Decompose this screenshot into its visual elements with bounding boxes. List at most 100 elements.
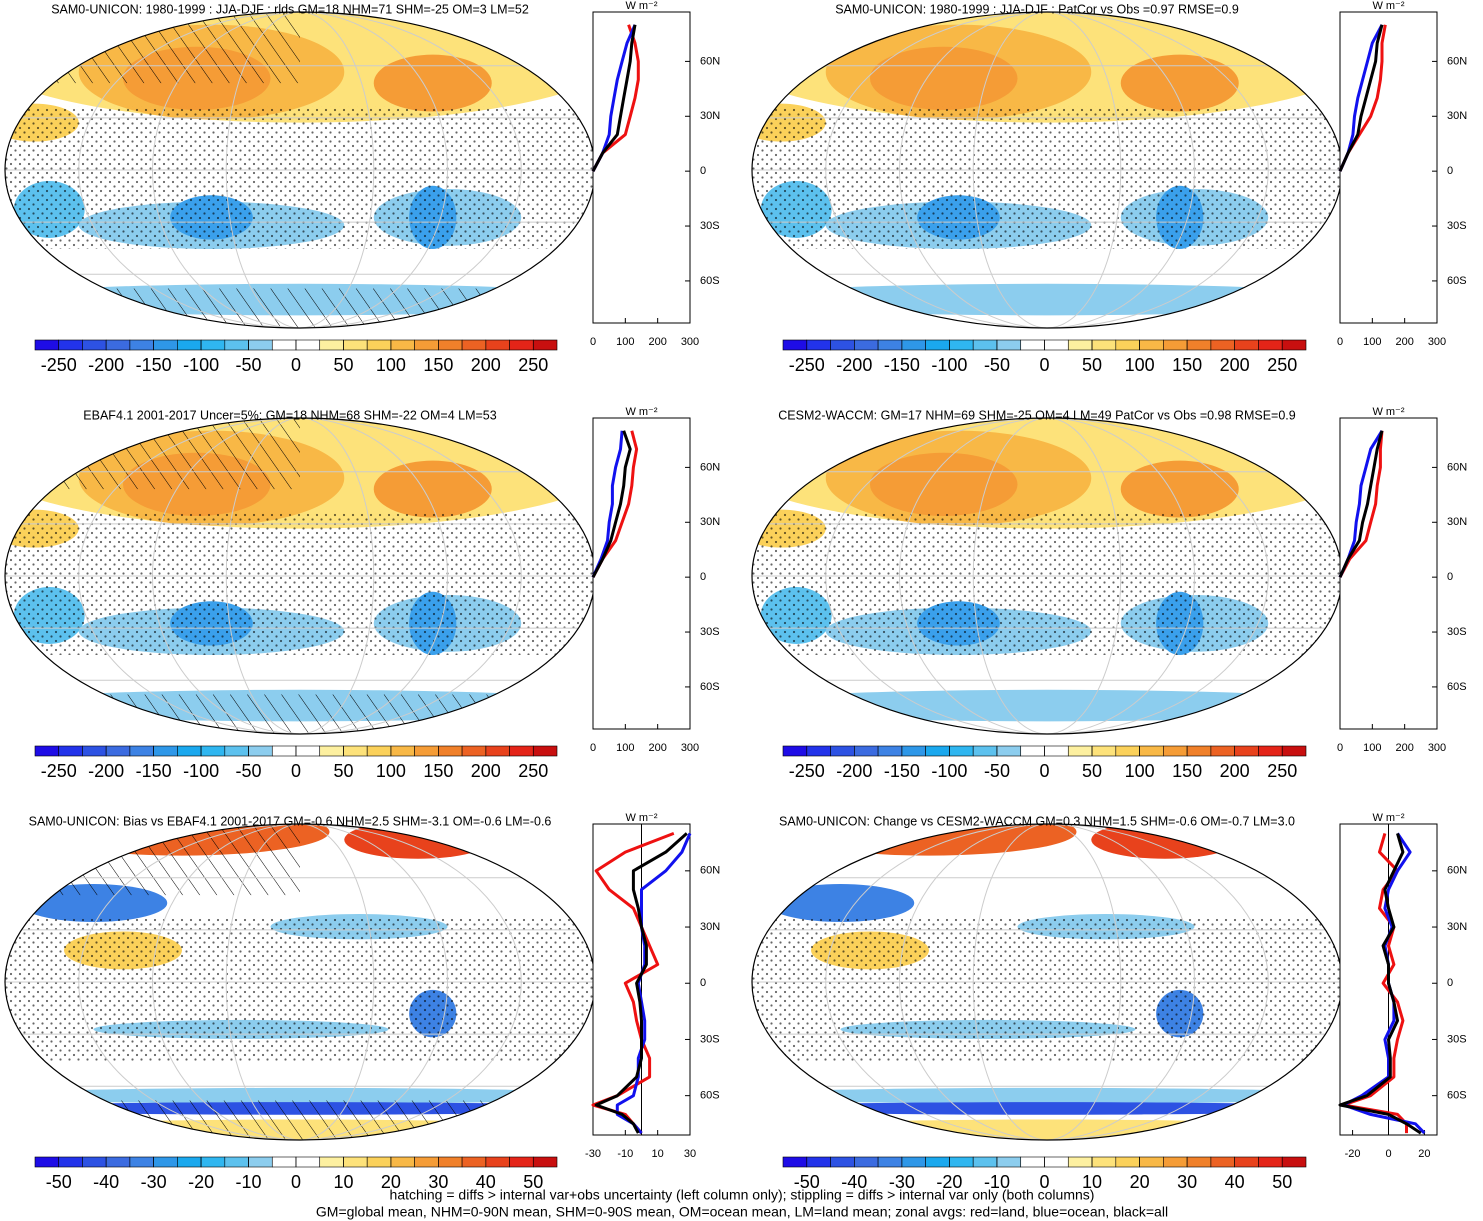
colorbar-box [295, 339, 321, 351]
colorbar-box [532, 1156, 558, 1168]
y-tick-label: 60N [700, 55, 720, 67]
graticule [899, 824, 1195, 1140]
graticule [225, 12, 375, 328]
colorbar-box [1139, 339, 1164, 351]
graticule [899, 418, 1195, 734]
colorbar-box [509, 1156, 534, 1168]
colorbar-label: -30 [889, 1172, 915, 1192]
colorbar-label: 20 [1130, 1172, 1150, 1192]
colorbar-label: -250 [41, 761, 77, 781]
colorbar-box [1281, 339, 1307, 351]
colorbar-box [366, 339, 392, 351]
colorbar-box [438, 1156, 463, 1168]
colorbar-label: 50 [523, 1172, 543, 1192]
colorbar-box [1281, 745, 1307, 757]
colorbar-box [532, 339, 558, 351]
colorbar-box [200, 745, 226, 757]
footer-note: hatching = diffs > internal var+obs unce… [390, 1187, 1095, 1203]
graticule [825, 418, 1269, 734]
x-tick-label: 200 [1395, 336, 1413, 348]
colorbar-box [82, 1156, 107, 1168]
map-field [1120, 460, 1239, 518]
colorbar-box [925, 745, 950, 757]
colorbar-box [996, 339, 1022, 351]
colorbar-box [271, 745, 297, 757]
colorbar-label: 200 [471, 761, 501, 781]
colorbar-box [58, 339, 83, 351]
colorbar-box [901, 339, 926, 351]
x-tick-label: 0 [1337, 742, 1343, 754]
y-tick-label: 30S [700, 220, 720, 232]
colorbar-box [1139, 745, 1164, 757]
x-tick-label: 300 [1428, 336, 1446, 348]
map-field [766, 884, 915, 922]
colorbar-box [485, 339, 510, 351]
colorbar-label: 100 [1125, 355, 1155, 375]
colorbar-box [1020, 745, 1045, 757]
colorbar-box [1234, 339, 1259, 351]
colorbar-box [782, 1156, 808, 1168]
map [752, 12, 1342, 328]
colorbar-box [877, 1156, 903, 1168]
colorbar-box [1020, 339, 1045, 351]
zonal-line [591, 430, 632, 578]
graticule [152, 824, 448, 1140]
zonal-line [591, 24, 637, 172]
colorbar-box [153, 745, 178, 757]
colorbar-box [1234, 1156, 1259, 1168]
y-tick-label: 60N [1447, 865, 1467, 877]
y-tick-label: 0 [1447, 977, 1453, 989]
colorbar-box [1067, 1156, 1093, 1168]
map-field [752, 1087, 1342, 1104]
colorbar-label: 100 [376, 355, 406, 375]
colorbar-label: 50 [333, 355, 353, 375]
colorbar-box [972, 1156, 998, 1168]
colorbar-box [782, 339, 808, 351]
colorbar-box [343, 745, 368, 757]
unit-label: W m⁻² [1372, 406, 1404, 418]
colorbar-box [248, 745, 273, 757]
colorbar-box [129, 1156, 154, 1168]
colorbar-box [390, 745, 415, 757]
x-tick-label: 300 [681, 742, 699, 754]
x-tick-label: 300 [681, 336, 699, 348]
y-tick-label: 30N [1447, 921, 1467, 933]
colorbar-box [830, 1156, 855, 1168]
graticule [825, 12, 1269, 328]
colorbar-label: -100 [183, 355, 219, 375]
colorbar-box [830, 339, 855, 351]
colorbar-box [224, 339, 249, 351]
y-tick-label: 30S [1447, 1033, 1467, 1045]
x-tick-label: 200 [648, 336, 666, 348]
colorbar-label: -10 [984, 1172, 1010, 1192]
map-field [5, 1087, 595, 1104]
colorbar-box [58, 745, 83, 757]
graticule [972, 418, 1122, 734]
colorbar-box [366, 1156, 392, 1168]
colorbar-label: 250 [518, 761, 548, 781]
colorbar-box [319, 745, 344, 757]
map-field [870, 452, 1018, 516]
colorbar-box [200, 339, 226, 351]
x-tick-label: 10 [652, 1148, 664, 1160]
colorbar-box [177, 745, 202, 757]
colorbar-box [806, 339, 831, 351]
plot-frame [592, 417, 691, 730]
y-tick-label: 30S [700, 626, 720, 638]
graticule [825, 824, 1269, 1140]
y-tick-label: 60S [700, 275, 720, 287]
colorbar-box [129, 339, 154, 351]
colorbar-box [1091, 1156, 1117, 1168]
zonal-line [1338, 430, 1384, 578]
colorbar-box [1091, 339, 1117, 351]
plot-frame [1339, 11, 1438, 324]
colorbar-label: -200 [88, 761, 124, 781]
colorbar-label: 0 [291, 1172, 301, 1192]
colorbar-label: -150 [884, 761, 920, 781]
colorbar-box [782, 745, 808, 757]
hatching [5, 288, 595, 328]
colorbar-label: -250 [789, 761, 825, 781]
map-field [373, 54, 492, 112]
colorbar-label: 250 [1267, 761, 1297, 781]
x-tick-label: 0 [1385, 1148, 1391, 1160]
